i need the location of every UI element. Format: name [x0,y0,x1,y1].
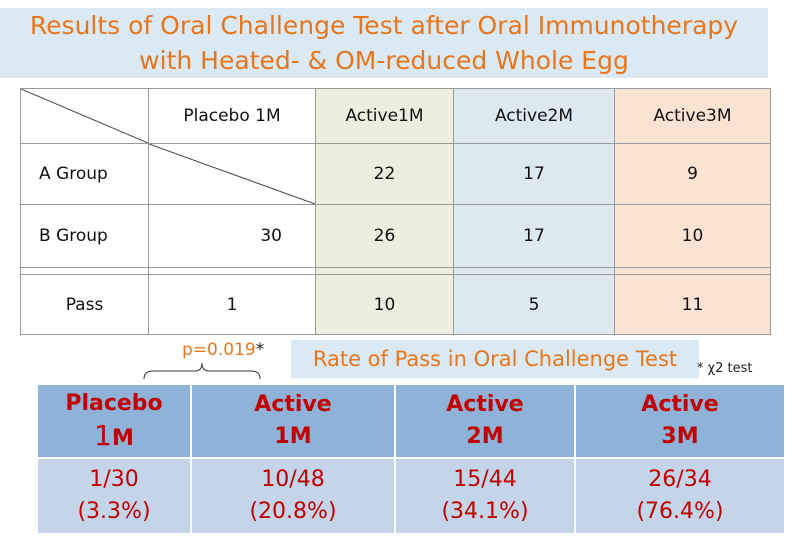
rate-header-month: 2M [466,424,504,449]
rate-header-line: Active [641,392,719,417]
p-value-text: p=0.019 [182,340,256,360]
row-label-pass: Pass [20,274,149,335]
rate-value-active-2m: 15/44 (34.1%) [394,457,576,535]
diagonal-line [21,89,148,143]
rate-fraction: 1/30 [89,467,139,492]
rate-value-active-3m: 26/34 (76.4%) [574,457,786,535]
cell-pass-active-1m: 10 [315,274,454,335]
table-header-row: Placebo 1M Active1M Active2M Active3M [20,88,771,144]
row-label-b-group: B Group [20,204,149,268]
row-label-a-group: A Group [20,143,149,205]
p-value-label: p=0.019* [182,340,264,360]
cell-pass-placebo-1m: 1 [148,274,316,335]
table-row: Pass 1 10 5 11 [20,274,771,335]
rate-subtitle: Rate of Pass in Oral Challenge Test [291,340,699,378]
comparison-bracket [143,362,261,380]
rate-header-month: 3M [661,424,699,449]
slide-title: Results of Oral Challenge Test after Ora… [0,8,768,78]
cell-b-active-2m: 17 [453,204,615,268]
a-group-placebo-cell [148,143,316,205]
rate-header-month: 1M [274,424,312,449]
table-row-separator [20,267,771,275]
p-value-star: * [255,340,265,360]
header-placebo-1m: Placebo 1M [148,88,316,144]
cell-b-active-3m: 10 [614,204,771,268]
rate-fraction: 10/48 [261,467,325,492]
rate-header-unit: M [111,425,134,451]
rate-header-placebo: Placebo 1M [36,383,192,459]
cell-b-active-1m: 26 [315,204,454,268]
cell-pass-active-2m: 5 [453,274,615,335]
header-active-3m: Active3M [614,88,771,144]
pass-rate-table: Placebo 1M Active 1M Active 2M Active 3M… [36,383,786,535]
diagonal-line-continued [149,144,315,204]
cell-pass-active-3m: 11 [614,274,771,335]
rate-fraction: 15/44 [453,467,517,492]
rate-fraction: 26/34 [648,467,712,492]
rate-header-row: Placebo 1M Active 1M Active 2M Active 3M [36,383,786,459]
chi-square-test-note: * χ2 test [697,361,753,376]
title-line-1: Results of Oral Challenge Test after Ora… [29,11,739,40]
challenge-results-table: Placebo 1M Active1M Active2M Active3M A … [20,88,771,335]
cell-a-active-3m: 9 [614,143,771,205]
cell-a-active-2m: 17 [453,143,615,205]
cell-b-placebo-1m: 30 [148,204,316,268]
rate-header-active-3m: Active 3M [574,383,786,459]
rate-header-line: Placebo [65,390,163,416]
diagonal-corner-cell [20,88,149,144]
title-line-2: with Heated- & OM-reduced Whole Egg [139,46,629,75]
table-row: A Group 22 17 9 [20,143,771,205]
rate-percent: (76.4%) [636,499,724,524]
cell-a-active-1m: 22 [315,143,454,205]
rate-value-row: 1/30 (3.3%) 10/48 (20.8%) 15/44 (34.1%) … [36,457,786,535]
rate-value-active-1m: 10/48 (20.8%) [190,457,396,535]
rate-header-line: Active [446,392,524,417]
table-row: B Group 30 26 17 10 [20,204,771,268]
rate-header-line: Active [254,392,332,417]
rate-header-digit: 1 [94,418,112,452]
rate-value-placebo: 1/30 (3.3%) [36,457,192,535]
rate-header-active-2m: Active 2M [394,383,576,459]
header-active-1m: Active1M [315,88,454,144]
rate-header-active-1m: Active 1M [190,383,396,459]
header-active-2m: Active2M [453,88,615,144]
rate-percent: (3.3%) [77,499,151,524]
rate-percent: (34.1%) [441,499,529,524]
rate-percent: (20.8%) [249,499,337,524]
